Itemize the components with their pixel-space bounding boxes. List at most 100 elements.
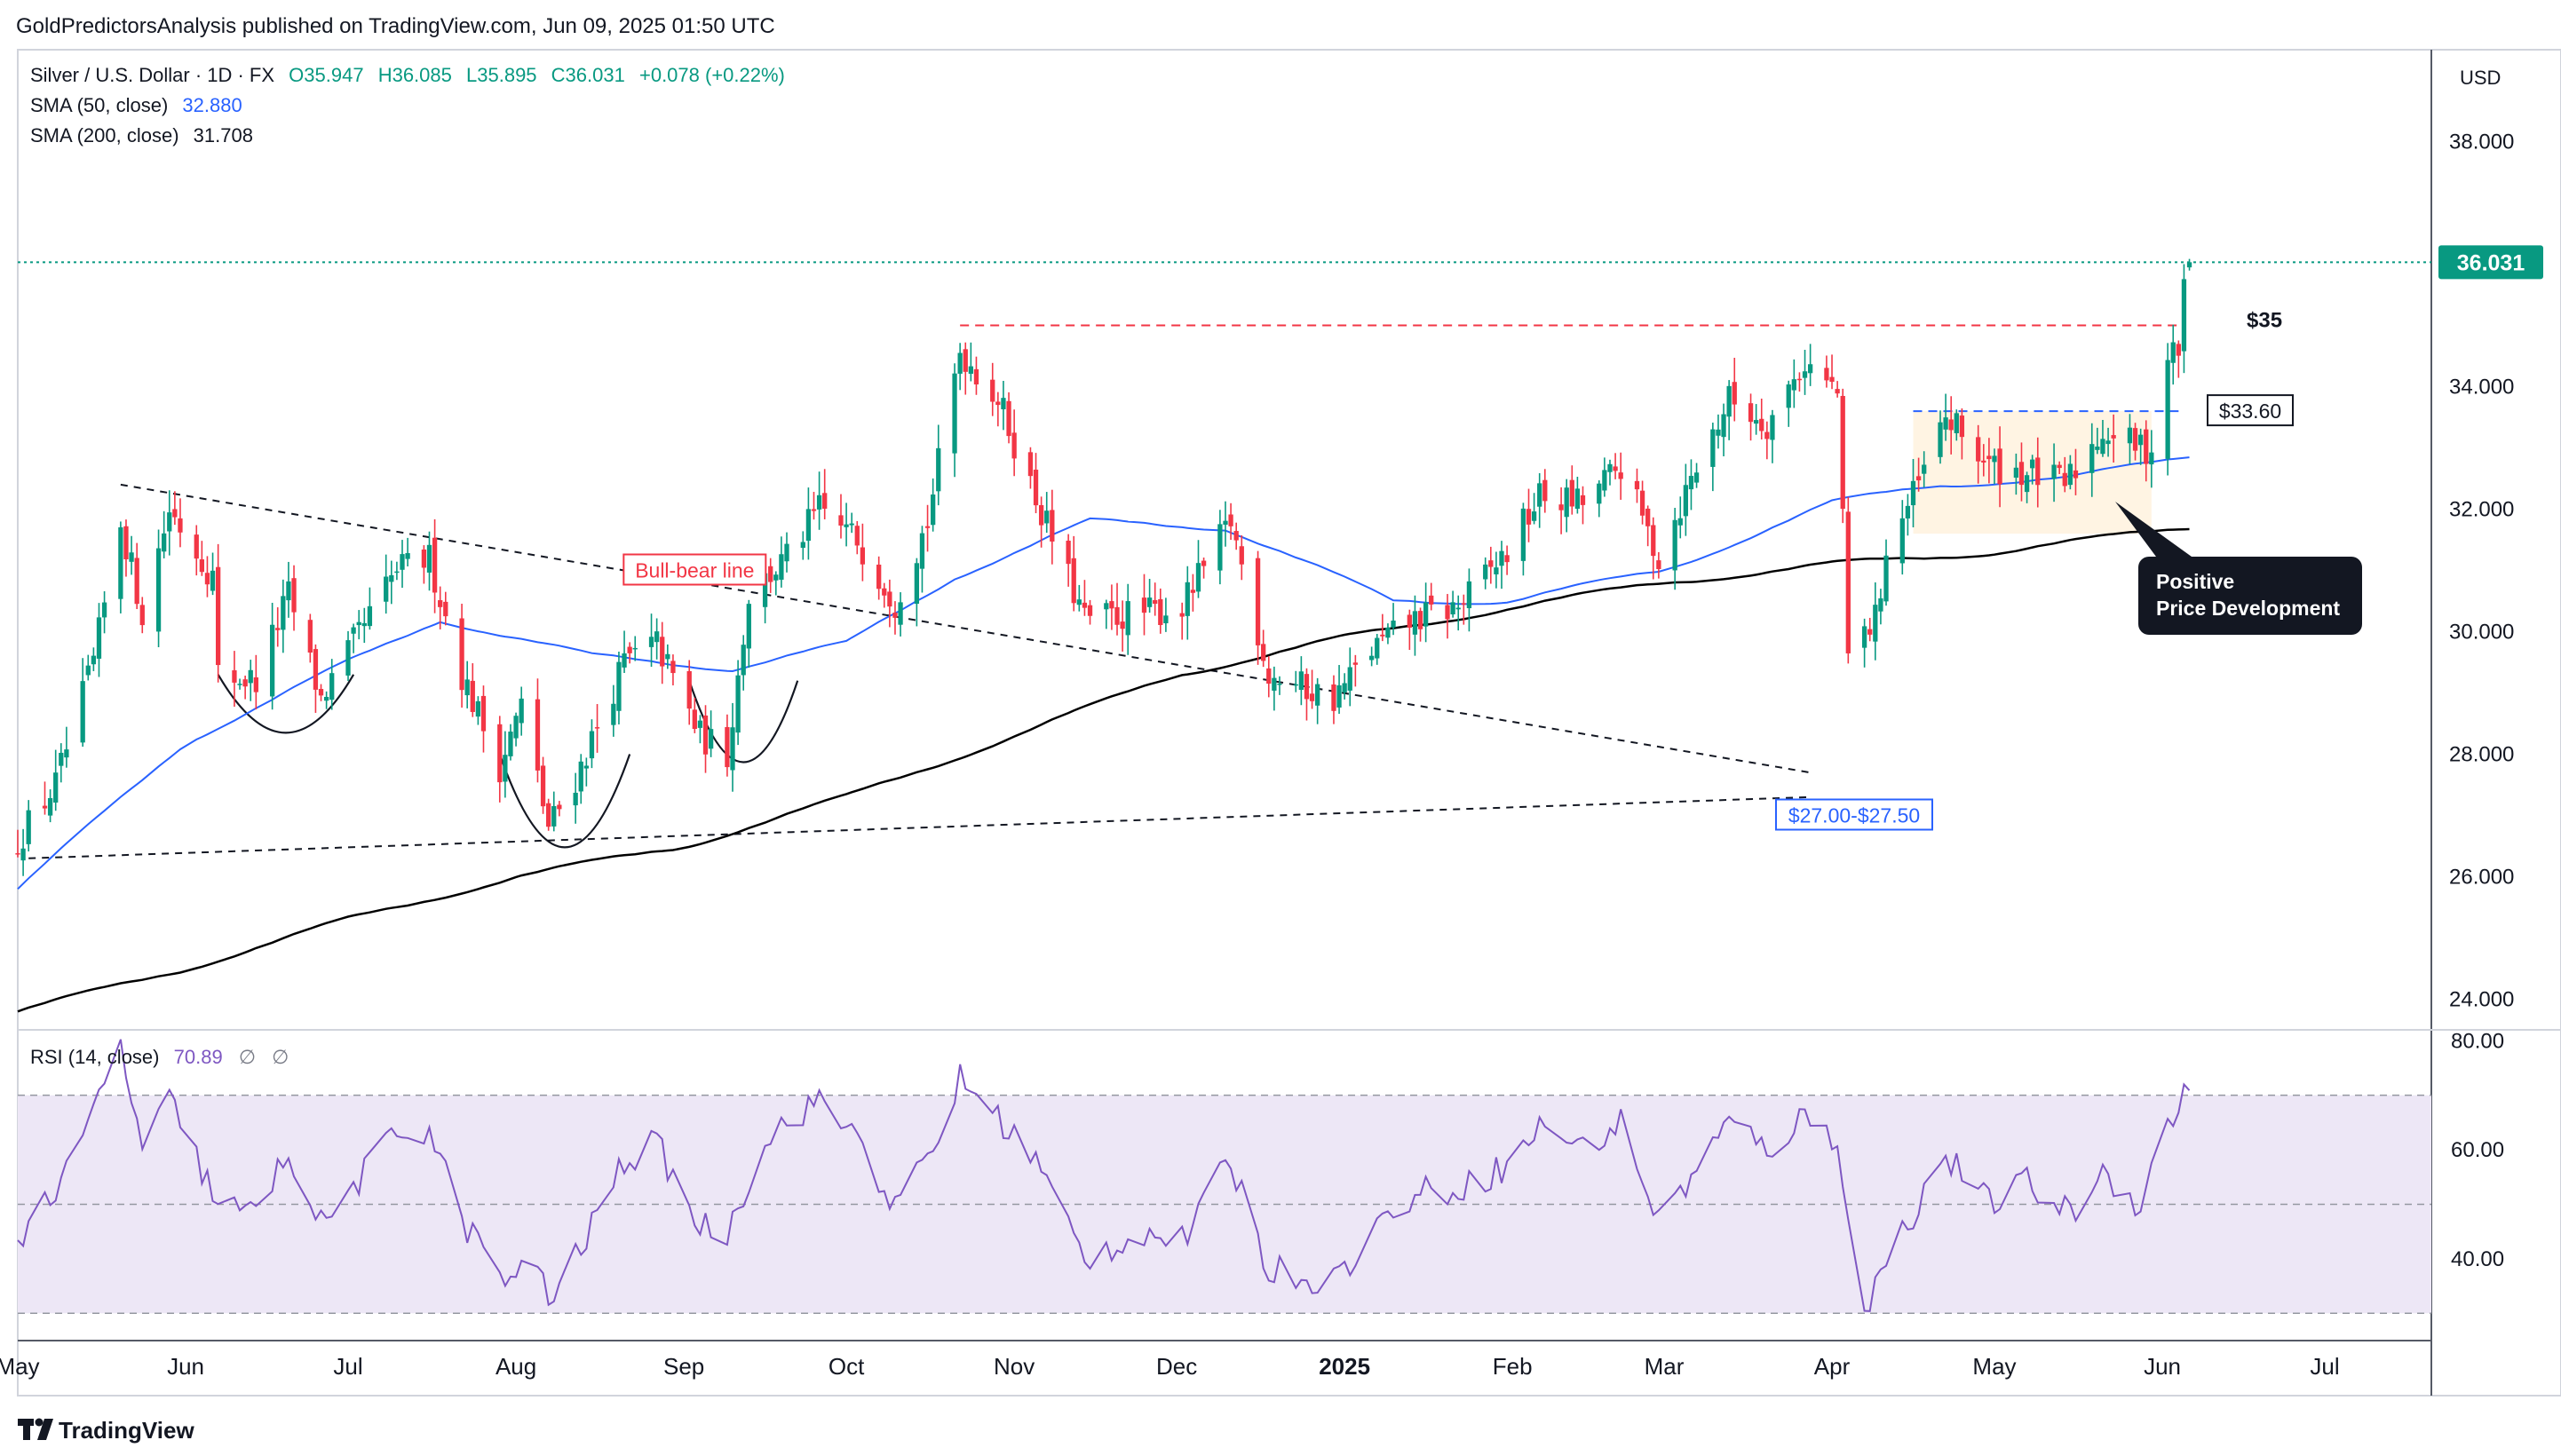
candle-body <box>1352 662 1358 665</box>
candle-body <box>1693 472 1700 483</box>
candle <box>1298 656 1304 706</box>
candle-body <box>1602 470 1607 491</box>
candle-body <box>216 566 221 666</box>
candle <box>2165 343 2170 476</box>
candle-body <box>2051 464 2057 479</box>
candle-body <box>1531 511 1537 521</box>
rsi-value: 70.89 <box>174 1046 223 1068</box>
candle <box>1494 551 1499 589</box>
candle <box>464 661 470 708</box>
candle-body <box>361 622 367 627</box>
candle-body <box>307 620 313 653</box>
candle-body <box>1315 684 1320 706</box>
candle-body <box>1651 525 1656 557</box>
candle-body <box>849 523 854 526</box>
candle <box>973 356 979 395</box>
candle-body <box>665 653 670 660</box>
candle-body <box>178 518 183 533</box>
rsi-label: RSI (14, close) <box>30 1046 160 1068</box>
rsi-extra-2: ∅ <box>272 1046 289 1068</box>
candle-body <box>1672 519 1677 571</box>
candle-body <box>242 679 248 687</box>
candle <box>291 565 297 631</box>
candle <box>1450 590 1455 618</box>
candle <box>2111 414 2116 463</box>
candle <box>616 651 622 724</box>
candle-body <box>1943 417 1948 430</box>
candle-body <box>1261 644 1266 661</box>
candle <box>1688 459 1694 510</box>
candle <box>1146 578 1153 613</box>
candle <box>1087 599 1093 625</box>
candle <box>2138 428 2144 465</box>
candle-body <box>1504 555 1510 563</box>
sma50-legend[interactable]: SMA (50, close) 32.880 <box>30 94 242 116</box>
candle <box>573 772 578 824</box>
candle-body <box>2186 262 2192 268</box>
candle-body <box>162 533 167 552</box>
candle <box>497 716 503 803</box>
price-tick-label: 24.000 <box>2449 988 2514 1012</box>
candle <box>849 512 854 534</box>
candle <box>1807 344 1813 386</box>
candle-body <box>686 670 692 709</box>
candle-body <box>1494 567 1499 574</box>
candle <box>91 647 97 671</box>
candle <box>1104 599 1109 629</box>
bull-bear-label-box <box>622 553 767 586</box>
candle <box>1120 600 1125 652</box>
level-35-label: $35 <box>2247 309 2282 333</box>
currency-label[interactable]: USD <box>2460 67 2501 89</box>
candle <box>2067 455 2073 490</box>
ohlc-open: O35.947 <box>289 64 363 86</box>
rsi-line <box>17 1039 2191 1312</box>
candle <box>53 749 59 811</box>
sma200-legend[interactable]: SMA (200, close) 31.708 <box>30 124 253 146</box>
candle-body <box>1483 564 1488 580</box>
candle-body <box>573 792 578 806</box>
candle-body <box>779 554 784 580</box>
candle <box>459 604 464 708</box>
candle-body <box>123 526 129 559</box>
candle <box>589 719 595 769</box>
rsi-tick-label: 80.00 <box>2451 1029 2504 1053</box>
candle <box>1239 535 1244 581</box>
candle-body <box>919 533 925 569</box>
candle <box>1883 539 1889 606</box>
candle-body <box>1011 432 1017 459</box>
candle-body <box>800 542 805 549</box>
candle-body <box>1342 683 1347 692</box>
candle-body <box>2132 428 2138 451</box>
candle-body <box>26 810 31 844</box>
candle-body <box>1190 590 1196 593</box>
candle <box>1943 393 1948 441</box>
candle-body <box>1429 595 1434 605</box>
candle <box>816 471 822 530</box>
candle <box>503 731 508 798</box>
candle <box>139 597 145 634</box>
candle-body <box>1423 602 1429 627</box>
candle-body <box>2073 470 2079 479</box>
candle <box>1537 473 1542 528</box>
rsi-legend[interactable]: RSI (14, close) 70.89 ∅ ∅ <box>30 1046 289 1068</box>
candle <box>2035 437 2041 508</box>
moving-averages <box>17 456 2190 1013</box>
candle-body <box>129 552 134 562</box>
candle-body <box>1195 563 1201 592</box>
candle-body <box>2030 459 2035 469</box>
candle-body <box>594 727 600 729</box>
candle <box>1336 665 1342 715</box>
candle <box>194 525 199 576</box>
time-tick-label: Jul <box>333 1353 362 1380</box>
ohlc-low: L35.895 <box>466 64 537 86</box>
candle <box>2018 442 2025 502</box>
candle-body <box>611 703 616 725</box>
candle-body <box>2067 463 2073 486</box>
candle-body <box>1726 385 1732 417</box>
support-zone-box <box>1775 798 1933 831</box>
candle-body <box>1597 483 1602 504</box>
tradingview-logo[interactable]: TradingView <box>18 1417 194 1444</box>
candle-body <box>432 537 438 593</box>
candle <box>15 829 20 858</box>
candle-body <box>876 565 882 590</box>
